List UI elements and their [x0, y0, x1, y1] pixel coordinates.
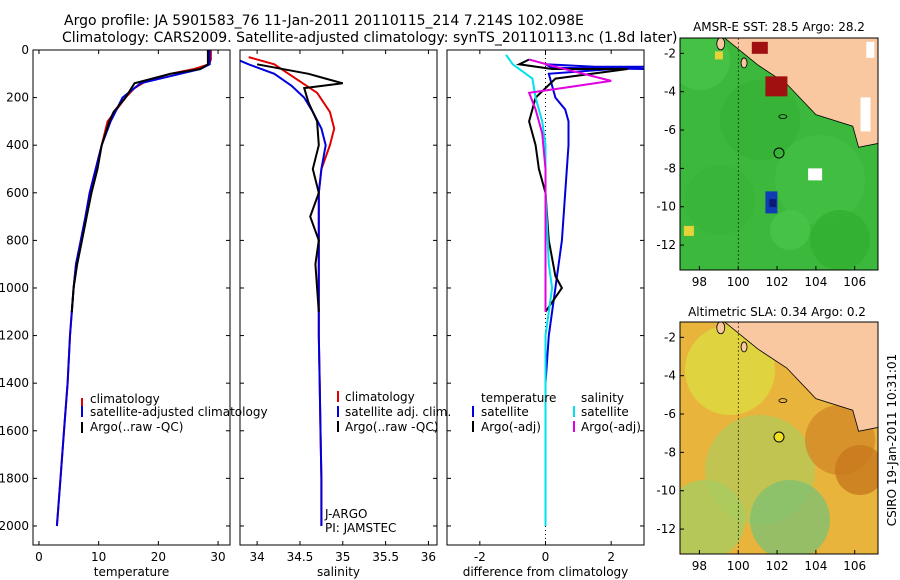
- sst-map-title: AMSR-E SST: 28.5 Argo: 28.2: [693, 20, 865, 34]
- map-x-tick-label: 106: [843, 559, 866, 573]
- legend-argo: Argo(..raw -QC): [90, 420, 183, 434]
- x-tick-label: 34.5: [287, 550, 314, 564]
- profile-panel-salinity: 34 34.5 35 35.5 36 salinity: [239, 49, 438, 579]
- x-tick-label: 20: [151, 550, 166, 564]
- map-y-tick-label: -4: [664, 369, 676, 383]
- legend-sal-climatology: climatology: [345, 390, 415, 404]
- y-tick-label: 400: [6, 138, 29, 152]
- map-frame: [679, 37, 879, 271]
- sst-hot-patch: [765, 76, 788, 97]
- map-y-tick-label: -6: [664, 407, 676, 421]
- series-line-difference-0: [544, 63, 644, 526]
- x-axis-label: salinity: [317, 565, 360, 579]
- series-line-difference-3: [527, 58, 612, 312]
- series-line-salinity-1: [240, 59, 327, 526]
- sla-map-title: Altimetric SLA: 0.34 Argo: 0.2: [688, 305, 866, 319]
- y-tick-label: 200: [6, 91, 29, 105]
- land-mass: [724, 322, 878, 432]
- salinity-legend: climatology satellite adj. clim. Argo(..…: [324, 390, 451, 535]
- map-x-tick-label: 104: [804, 275, 827, 289]
- legend-sal-satellite: satellite adj. clim.: [345, 405, 451, 419]
- map-y-tick-label: -10: [656, 484, 676, 498]
- legend-climatology: climatology: [90, 392, 160, 406]
- map-frame: [679, 321, 879, 555]
- x-tick-label: 2: [607, 550, 615, 564]
- map-y-tick-label: -12: [656, 522, 676, 536]
- map-x-tick-label: 102: [766, 559, 789, 573]
- x-tick-label: -2: [474, 550, 486, 564]
- annotation-j-argo: J-ARGO: [324, 507, 367, 521]
- map-y-tick-label: -12: [656, 238, 676, 252]
- map-x-tick-label: 100: [727, 275, 750, 289]
- x-tick-label: 35: [335, 550, 350, 564]
- land-mass: [724, 38, 878, 148]
- map-x-tick-label: 102: [766, 275, 789, 289]
- series-line-temperature-0: [55, 50, 212, 527]
- legend-diff-temp-satellite: satellite: [481, 405, 529, 419]
- legend-sal-argo: Argo(..raw -QC): [345, 420, 438, 434]
- x-axis-label: difference from climatology: [463, 565, 629, 579]
- x-tick-label: 0: [35, 550, 43, 564]
- y-tick-label: 1800: [0, 471, 29, 485]
- y-tick-label: 1200: [0, 329, 29, 343]
- missing-data: [808, 168, 823, 181]
- profile-panel-temperature: 0 10 20 30 0 200 400 600 800 1000 1200 1400 1600 1800…: [0, 43, 231, 579]
- sst-hot-patch: [751, 41, 768, 54]
- argo-float-marker: [773, 431, 785, 443]
- legend-diff-sal-argo: Argo(-adj): [581, 420, 641, 434]
- x-tick-label: 10: [91, 550, 106, 564]
- x-tick-label: 0: [542, 550, 550, 564]
- map-x-tick-label: 104: [804, 559, 827, 573]
- y-tick-label: 1600: [0, 424, 29, 438]
- map-y-tick-label: -2: [664, 46, 676, 60]
- legend-diff-salinity: salinity: [581, 391, 624, 405]
- map-x-tick-label: 100: [727, 559, 750, 573]
- sst-map: 98 100 102 104 106 -2 -4 -6 -8 -10 -12: [656, 37, 879, 289]
- sla-map: 98 100 102 104 106 -2 -4 -6 -8 -10 -12: [656, 321, 879, 573]
- argo-float-marker: [773, 147, 785, 159]
- map-x-tick-label: 98: [692, 559, 707, 573]
- difference-legend: temperature satellite Argo(-adj) salinit…: [472, 391, 641, 434]
- panel-frame: [32, 49, 231, 546]
- map-y-tick-label: -8: [664, 161, 676, 175]
- map-y-tick-label: -4: [664, 85, 676, 99]
- series-line-salinity-2: [256, 63, 344, 312]
- side-timestamp-label: CSIRO 19-Jan-2011 10:31:01: [885, 354, 899, 526]
- temperature-legend: climatology satellite-adjusted climatolo…: [81, 392, 268, 434]
- map-x-tick-label: 106: [843, 275, 866, 289]
- series-line-temperature-1: [55, 50, 211, 527]
- map-y-tick-label: -6: [664, 123, 676, 137]
- x-tick-label: 30: [210, 550, 225, 564]
- x-tick-label: 34: [249, 550, 264, 564]
- map-y-tick-label: -10: [656, 200, 676, 214]
- x-axis-label: temperature: [94, 565, 169, 579]
- y-tick-label: 800: [6, 233, 29, 247]
- header-title-line2: Climatology: CARS2009. Satellite-adjuste…: [62, 30, 677, 46]
- y-tick-label: 600: [6, 186, 29, 200]
- map-x-tick-label: 98: [692, 275, 707, 289]
- y-tick-label: 2000: [0, 519, 29, 533]
- x-tick-label: 36: [421, 550, 436, 564]
- y-tick-label: 1000: [0, 281, 29, 295]
- map-y-tick-label: -2: [664, 330, 676, 344]
- series-line-temperature-2: [70, 50, 209, 312]
- legend-diff-sal-satellite: satellite: [581, 405, 629, 419]
- legend-satellite-adjusted: satellite-adjusted climatology: [90, 405, 268, 419]
- x-tick-label: 35.5: [372, 550, 399, 564]
- y-tick-label: 0: [21, 43, 29, 57]
- y-tick-label: 1400: [0, 376, 29, 390]
- panel-frame: [239, 49, 438, 546]
- legend-diff-temperature: temperature: [481, 391, 556, 405]
- map-y-tick-label: -8: [664, 445, 676, 459]
- header-title-line1: Argo profile: JA 5901583_76 11-Jan-2011 …: [64, 13, 584, 29]
- legend-diff-temp-argo: Argo(-adj): [481, 420, 541, 434]
- annotation-pi: PI: JAMSTEC: [325, 521, 396, 535]
- missing-data: [860, 97, 871, 132]
